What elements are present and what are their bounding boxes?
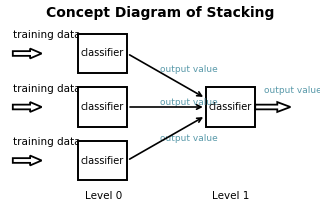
Bar bbox=[206, 87, 255, 127]
Text: output value: output value bbox=[160, 134, 218, 143]
Text: training data: training data bbox=[13, 84, 80, 94]
Text: classifier: classifier bbox=[209, 102, 252, 112]
Text: Level 1: Level 1 bbox=[212, 191, 249, 201]
Polygon shape bbox=[13, 102, 42, 112]
Polygon shape bbox=[255, 102, 291, 112]
Text: Level 0: Level 0 bbox=[85, 191, 123, 201]
Text: training data: training data bbox=[13, 30, 80, 40]
Polygon shape bbox=[13, 156, 42, 165]
Text: training data: training data bbox=[13, 137, 80, 147]
Text: classifier: classifier bbox=[81, 156, 124, 165]
Text: classifier: classifier bbox=[81, 49, 124, 58]
Bar bbox=[77, 87, 127, 127]
Polygon shape bbox=[13, 49, 42, 58]
Text: output value: output value bbox=[160, 98, 218, 107]
Bar bbox=[77, 34, 127, 73]
Bar bbox=[77, 141, 127, 180]
Text: classifier: classifier bbox=[81, 102, 124, 112]
Text: output value: output value bbox=[264, 86, 320, 95]
Text: output value: output value bbox=[160, 65, 218, 74]
Text: Concept Diagram of Stacking: Concept Diagram of Stacking bbox=[46, 6, 274, 20]
